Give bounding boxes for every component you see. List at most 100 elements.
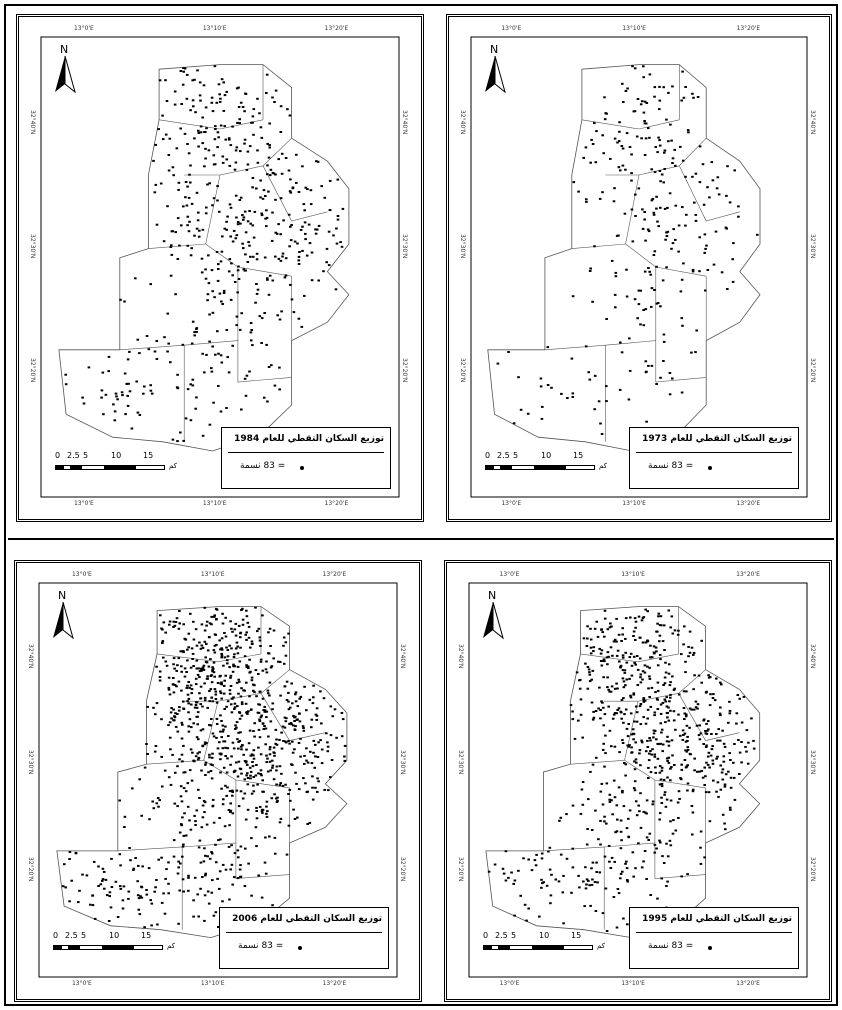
- population-dot: [294, 771, 297, 774]
- population-dot: [303, 762, 306, 765]
- population-dot: [230, 863, 234, 866]
- population-dot: [628, 744, 631, 747]
- population-dot: [256, 97, 259, 100]
- population-dot: [636, 668, 640, 671]
- population-dot: [629, 712, 633, 715]
- scale-label: 15: [141, 931, 152, 940]
- population-dot: [257, 627, 261, 630]
- population-dot: [613, 293, 617, 296]
- population-dot: [554, 878, 558, 881]
- population-dot: [194, 628, 198, 631]
- population-dot: [615, 830, 619, 833]
- map-neatline: [38, 582, 398, 978]
- population-dot: [172, 626, 175, 628]
- population-dot: [616, 709, 619, 711]
- population-dot: [236, 121, 239, 124]
- population-dot: [291, 751, 295, 754]
- population-dot: [214, 125, 217, 128]
- latitude-label: 32°30'N: [457, 750, 464, 775]
- population-dot: [602, 706, 605, 709]
- population-dot: [663, 698, 667, 701]
- population-dot: [197, 738, 200, 741]
- population-dot: [276, 799, 279, 802]
- population-dot: [618, 660, 621, 663]
- population-dot: [298, 712, 301, 715]
- population-dot: [711, 762, 715, 765]
- population-dot: [284, 274, 288, 277]
- population-dot: [255, 292, 259, 295]
- population-dot: [646, 708, 650, 711]
- district-boundary: [146, 759, 290, 789]
- population-dot: [666, 760, 669, 762]
- population-dot: [301, 225, 304, 228]
- population-dot: [625, 295, 629, 298]
- population-dot: [212, 154, 216, 157]
- population-dot: [108, 891, 112, 894]
- population-dot: [684, 86, 687, 88]
- legend-dot-value: = 83 نسمة: [648, 461, 694, 471]
- population-dot: [644, 722, 648, 725]
- population-dot: [642, 700, 646, 703]
- population-dot: [231, 794, 234, 797]
- population-dot: [217, 839, 220, 842]
- population-dot: [196, 219, 200, 222]
- population-dot: [195, 706, 199, 709]
- population-dot: [191, 652, 195, 655]
- population-dot: [696, 770, 699, 773]
- population-dot: [237, 856, 240, 859]
- population-dot: [159, 614, 162, 617]
- population-dot: [214, 911, 218, 914]
- population-dot: [317, 780, 320, 783]
- population-dot: [216, 279, 220, 282]
- population-dot: [237, 731, 240, 734]
- population-dot: [232, 656, 236, 658]
- population-dot: [180, 824, 183, 827]
- north-arrow-icon: N: [481, 589, 505, 640]
- legend-title: توزيع السكان التقطي للعام 1995: [642, 914, 792, 924]
- population-dot: [123, 372, 127, 375]
- population-dot: [205, 823, 209, 826]
- population-dot: [635, 711, 639, 714]
- population-dot: [248, 210, 251, 212]
- population-dot: [187, 697, 191, 700]
- population-dot: [64, 373, 67, 376]
- population-dot: [238, 717, 242, 720]
- population-dot: [634, 215, 637, 217]
- population-dot: [243, 138, 247, 141]
- population-dot: [669, 820, 672, 823]
- population-dot: [193, 137, 196, 140]
- population-dot: [711, 179, 715, 182]
- population-dot: [275, 738, 278, 741]
- population-dot: [311, 702, 315, 705]
- population-dot: [168, 620, 172, 623]
- population-dot: [236, 291, 239, 294]
- population-dot: [229, 676, 232, 679]
- population-dot: [173, 103, 177, 106]
- population-dot: [648, 737, 651, 739]
- population-dot: [609, 646, 613, 649]
- population-dot: [282, 219, 285, 222]
- population-dot: [548, 868, 552, 871]
- population-dot: [666, 230, 670, 233]
- population-dot: [237, 740, 240, 743]
- population-dot: [662, 684, 665, 686]
- population-dot: [189, 383, 192, 386]
- population-dot: [686, 789, 689, 792]
- population-dot: [131, 787, 134, 790]
- population-dot: [294, 715, 297, 718]
- population-dot: [719, 714, 722, 717]
- population-dot: [603, 118, 607, 121]
- population-dot: [571, 710, 574, 713]
- population-dot: [648, 136, 651, 139]
- population-dot: [181, 700, 185, 703]
- population-dot: [306, 761, 310, 764]
- population-dot: [189, 164, 192, 167]
- population-dot: [706, 763, 710, 766]
- population-dot: [127, 890, 131, 893]
- population-dot: [669, 799, 673, 802]
- population-dot: [154, 745, 158, 747]
- population-dot: [238, 122, 241, 125]
- population-dot: [610, 685, 614, 688]
- population-dot: [287, 632, 290, 635]
- population-dot: [243, 210, 247, 213]
